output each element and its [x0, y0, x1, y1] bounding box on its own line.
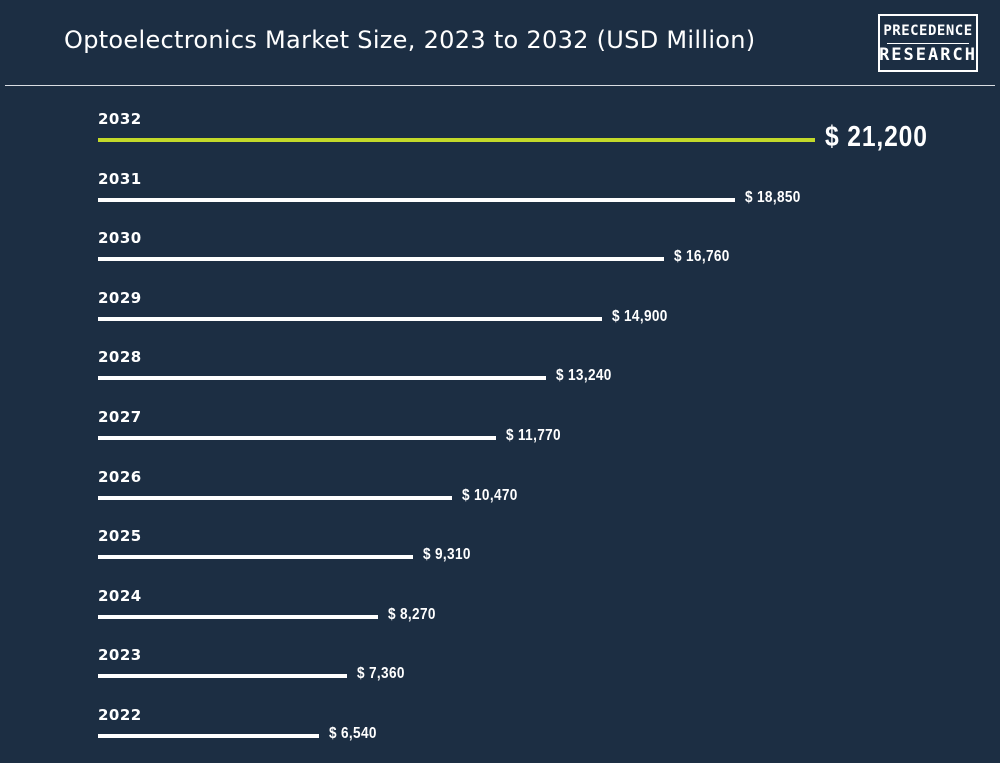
year-label-2025: 2025 — [98, 527, 142, 546]
value-label-2025: $ 9,310 — [423, 546, 471, 564]
bar-2031 — [98, 197, 735, 202]
year-label-2023: 2023 — [98, 646, 142, 665]
chart-title: Optoelectronics Market Size, 2023 to 203… — [64, 26, 756, 54]
year-label-2029: 2029 — [98, 288, 142, 307]
year-label-2032: 2032 — [98, 110, 142, 128]
year-label-2026: 2026 — [98, 467, 142, 486]
header-divider — [5, 85, 995, 86]
bar-chart: 2032 $ 21,200 2031 $ 18,850 2030 $ 16,760 2029… — [0, 86, 1000, 763]
value-label-2027: $ 11,770 — [506, 427, 561, 444]
value-label-2031: $ 18,850 — [745, 188, 801, 206]
logo-line-1: PRECEDENCE — [883, 22, 973, 39]
value-label-2028: $ 13,240 — [556, 367, 612, 385]
bar-2022 — [98, 734, 319, 738]
value-label-2022: $ 6,540 — [329, 725, 377, 742]
value-label-2024: $ 8,270 — [388, 605, 436, 623]
year-label-2027: 2027 — [98, 408, 142, 426]
precedence-research-logo: PRECEDENCE RESEARCH — [878, 14, 978, 72]
bar-2025 — [98, 555, 413, 560]
chart-header: Optoelectronics Market Size, 2023 to 203… — [0, 0, 1000, 86]
year-label-2028: 2028 — [98, 348, 142, 367]
bar-2032 — [98, 138, 815, 142]
logo-line-2: RESEARCH — [879, 44, 977, 65]
year-label-2024: 2024 — [98, 586, 142, 605]
value-label-2029: $ 14,900 — [612, 307, 668, 325]
bar-2024 — [98, 614, 378, 619]
bar-2026 — [98, 495, 452, 500]
bar-2023 — [98, 674, 347, 679]
year-label-2022: 2022 — [98, 706, 142, 724]
logo-divider — [887, 42, 969, 44]
year-label-2031: 2031 — [98, 169, 142, 188]
value-label-2030: $ 16,760 — [674, 248, 730, 266]
bar-2029 — [98, 316, 602, 321]
bar-2028 — [98, 376, 546, 381]
year-label-2030: 2030 — [98, 229, 142, 248]
value-label-2026: $ 10,470 — [462, 486, 518, 504]
bar-2027 — [98, 436, 496, 440]
value-label-2032: $ 21,200 — [825, 121, 928, 153]
value-label-2023: $ 7,360 — [357, 665, 405, 683]
bar-2030 — [98, 257, 664, 262]
